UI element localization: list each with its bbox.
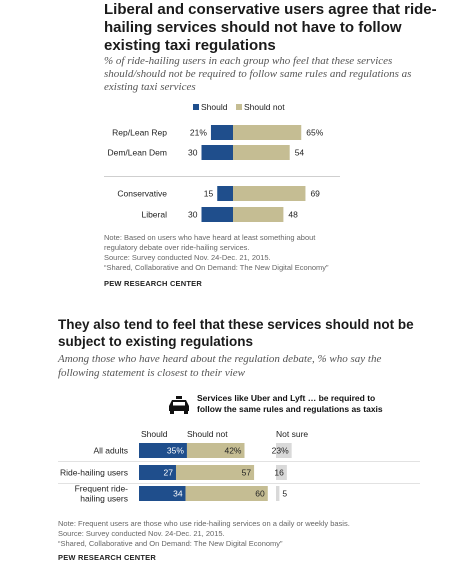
chart1-note-line: Note: Based on users who have heard at l… — [104, 233, 316, 242]
category-label: All adults — [94, 446, 129, 456]
bar-should-not — [185, 486, 268, 501]
data-label-should-not: 65% — [306, 128, 323, 138]
category-label: Rep/Lean Rep — [112, 128, 167, 138]
chart1-note: Note: Based on users who have heard at l… — [104, 233, 404, 273]
bar-should-not — [233, 207, 284, 222]
data-label-should-not: 60 — [255, 489, 265, 499]
bar-should — [139, 486, 186, 501]
chart2-note-line: Note: Frequent users are those who use r… — [58, 519, 350, 528]
category-label: Liberal — [141, 210, 167, 220]
bar-should — [201, 145, 233, 160]
category-label: Dem/Lean Dem — [107, 148, 167, 158]
bar-should-not — [186, 443, 245, 458]
chart1-note-line: Source: Survey conducted Nov. 24-Dec. 21… — [104, 253, 271, 262]
chart1-source: PEW RESEARCH CENTER — [104, 279, 202, 288]
column-header-should-not: Should not — [187, 429, 228, 439]
bar-should — [201, 207, 233, 222]
column-header-not-sure: Not sure — [276, 429, 308, 439]
data-label-not-sure: 16 — [274, 468, 284, 478]
data-label-should: 21% — [190, 128, 207, 138]
chart1-note-line: “Shared, Collaborative and On Demand: Th… — [104, 263, 329, 272]
chart2-note: Note: Frequent users are those who use r… — [58, 519, 418, 549]
bar-not-sure — [276, 465, 287, 480]
legend-swatch-should-not — [236, 104, 242, 110]
data-label-should: 15 — [204, 189, 214, 199]
data-label-should-not: 54 — [295, 148, 305, 158]
legend-label-should: Should — [201, 102, 228, 112]
column-header-should: Should — [141, 429, 168, 439]
data-label-should-not: 42% — [224, 446, 241, 456]
bar-should — [139, 465, 176, 480]
chart2-note-line: Source: Survey conducted Nov. 24-Dec. 21… — [58, 529, 225, 538]
legend-swatch-should — [193, 104, 199, 110]
bar-should-not — [233, 145, 290, 160]
data-label-not-sure: 5 — [282, 489, 287, 499]
data-label-should: 35% — [167, 446, 184, 456]
data-label-should-not: 57 — [242, 468, 252, 478]
bar-should-not — [233, 186, 306, 201]
data-label-should: 34 — [173, 489, 183, 499]
taxi-icon — [169, 396, 189, 414]
category-label: hailing users — [80, 494, 128, 504]
chart2-source: PEW RESEARCH CENTER — [58, 553, 156, 562]
category-label: Ride-hailing users — [60, 468, 128, 478]
statement-line: follow the same rules and regulations as… — [197, 404, 383, 414]
data-label-should: 30 — [188, 148, 198, 158]
bar-not-sure — [276, 486, 280, 501]
chart2-statement: Services like Uber and Lyft … be require… — [197, 393, 437, 415]
bar-should — [139, 443, 187, 458]
data-label-should: 27 — [164, 468, 174, 478]
chart2-title: They also tend to feel that these servic… — [58, 317, 414, 349]
data-label-should-not: 69 — [310, 189, 320, 199]
chart2-subtitle: Among those who have heard about the reg… — [58, 353, 382, 379]
chart1-title: Liberal and conservative users agree tha… — [104, 1, 437, 54]
data-label-should: 30 — [188, 210, 198, 220]
chart1-note-line: regulatory debate over ride-hailing serv… — [104, 243, 250, 252]
statement-line: Services like Uber and Lyft … be require… — [197, 393, 376, 403]
data-label-should-not: 48 — [288, 210, 298, 220]
data-label-not-sure: 23% — [272, 446, 289, 456]
bar-should — [210, 125, 233, 140]
legend-label-should-not: Should not — [244, 102, 285, 112]
chart1-subtitle: % of ride-hailing users in each group wh… — [104, 55, 412, 93]
chart2-note-line: “Shared, Collaborative and On Demand: Th… — [58, 539, 283, 548]
bar-should-not — [233, 125, 302, 140]
bar-should — [217, 186, 233, 201]
category-label: Frequent ride- — [75, 484, 129, 494]
category-label: Conservative — [117, 189, 167, 199]
bar-should-not — [175, 465, 255, 480]
bar-not-sure — [276, 443, 292, 458]
